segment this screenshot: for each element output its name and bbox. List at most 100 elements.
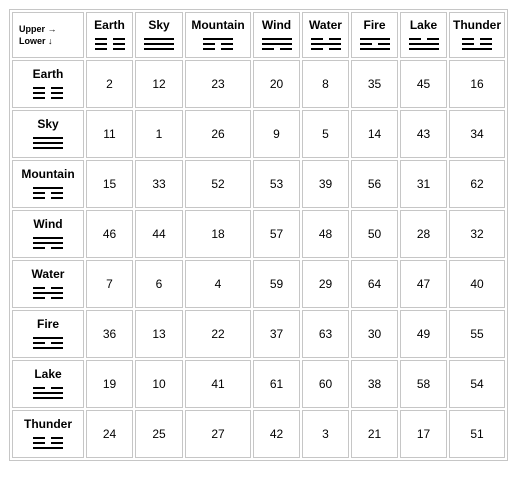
row-header-thunder: Thunder — [12, 410, 84, 458]
broken-line — [33, 386, 45, 389]
hexagram-number-cell: 58 — [400, 360, 447, 408]
row-header-earth: Earth — [12, 60, 84, 108]
hexagram-number-cell: 7 — [86, 260, 133, 308]
hexagram-number-cell: 17 — [400, 410, 447, 458]
solid-line — [33, 346, 63, 349]
row-header-wind-label: Wind — [33, 217, 63, 232]
broken-line — [310, 37, 323, 40]
table-row: Sky 11 1 26 9 5 14 43 34 — [12, 110, 505, 158]
solid-line — [33, 391, 63, 394]
broken-line — [33, 286, 45, 289]
table-row: Water 7 6 4 59 29 64 47 40 — [12, 260, 505, 308]
hexagram-table: Upper → Lower ↓ Earth Sky Mountain Wind Wate… — [9, 9, 508, 461]
row-header-lake: Lake — [12, 360, 84, 408]
trigram-icon — [33, 86, 63, 99]
trigram-icon — [33, 386, 63, 399]
row-header-fire-label: Fire — [36, 317, 59, 332]
solid-line — [359, 37, 390, 40]
hexagram-number-cell: 44 — [135, 210, 183, 258]
column-header-lake-label: Lake — [409, 18, 438, 33]
broken-line — [51, 386, 63, 389]
trigram-icon — [203, 37, 233, 50]
trigram-icon — [408, 37, 439, 50]
broken-line — [51, 191, 63, 194]
hexagram-number-cell: 12 — [135, 60, 183, 108]
solid-line — [203, 37, 233, 40]
row-header-lake-label: Lake — [34, 367, 62, 382]
hexagram-number-cell: 26 — [185, 110, 251, 158]
solid-line — [261, 42, 292, 45]
corner-upper-label: Upper → — [19, 24, 57, 34]
trigram-icon — [33, 236, 63, 249]
hexagram-number-cell: 48 — [302, 210, 349, 258]
column-header-wind: Wind — [253, 12, 300, 58]
trigram-icon — [33, 286, 63, 299]
broken-line — [51, 341, 63, 344]
hexagram-number-cell: 52 — [185, 160, 251, 208]
hexagram-number-cell: 11 — [86, 110, 133, 158]
hexagram-number-cell: 32 — [449, 210, 505, 258]
broken-line — [51, 91, 63, 94]
broken-line — [51, 436, 63, 439]
solid-line — [33, 291, 63, 294]
hexagram-number-cell: 24 — [86, 410, 133, 458]
broken-line — [310, 47, 323, 50]
broken-line — [462, 42, 474, 45]
broken-line — [33, 86, 45, 89]
broken-line — [359, 42, 372, 45]
broken-line — [33, 441, 45, 444]
solid-line — [144, 37, 174, 40]
trigram-icon — [33, 186, 63, 199]
solid-line — [33, 146, 63, 149]
hexagram-number-cell: 60 — [302, 360, 349, 408]
broken-line — [279, 47, 292, 50]
column-header-mountain: Mountain — [185, 12, 251, 58]
hexagram-number-cell: 42 — [253, 410, 300, 458]
trigram-icon — [33, 436, 63, 449]
hexagram-number-cell: 21 — [351, 410, 398, 458]
hexagram-number-cell: 45 — [400, 60, 447, 108]
solid-line — [462, 47, 492, 50]
broken-line — [94, 42, 107, 45]
broken-line — [33, 91, 45, 94]
hexagram-number-cell: 55 — [449, 310, 505, 358]
broken-line — [51, 296, 63, 299]
column-header-thunder: Thunder — [449, 12, 505, 58]
column-header-sky-label: Sky — [148, 18, 170, 33]
hexagram-number-cell: 6 — [135, 260, 183, 308]
hexagram-number-cell: 41 — [185, 360, 251, 408]
header-row: Upper → Lower ↓ Earth Sky Mountain Wind Wate… — [12, 12, 505, 58]
broken-line — [51, 196, 63, 199]
trigram-icon — [462, 37, 492, 50]
hexagram-number-cell: 43 — [400, 110, 447, 158]
solid-line — [33, 141, 63, 144]
broken-line — [480, 42, 492, 45]
broken-line — [462, 37, 474, 40]
hexagram-number-cell: 13 — [135, 310, 183, 358]
broken-line — [51, 96, 63, 99]
table-row: Wind 46 44 18 57 48 50 28 32 — [12, 210, 505, 258]
broken-line — [51, 246, 63, 249]
column-header-fire-label: Fire — [363, 18, 386, 33]
trigram-icon — [310, 37, 341, 50]
trigram-icon — [33, 136, 63, 149]
broken-line — [408, 37, 421, 40]
hexagram-number-cell: 61 — [253, 360, 300, 408]
broken-line — [480, 37, 492, 40]
hexagram-number-cell: 51 — [449, 410, 505, 458]
hexagram-number-cell: 62 — [449, 160, 505, 208]
trigram-icon — [261, 37, 292, 50]
row-header-sky-label: Sky — [37, 117, 59, 132]
column-header-earth: Earth — [86, 12, 133, 58]
hexagram-number-cell: 53 — [253, 160, 300, 208]
hexagram-number-cell: 64 — [351, 260, 398, 308]
broken-line — [33, 296, 45, 299]
column-header-water: Water — [302, 12, 349, 58]
hexagram-number-cell: 4 — [185, 260, 251, 308]
column-header-earth-label: Earth — [94, 18, 125, 33]
solid-line — [33, 446, 63, 449]
solid-line — [33, 336, 63, 339]
hexagram-number-cell: 39 — [302, 160, 349, 208]
solid-line — [310, 42, 341, 45]
broken-line — [94, 37, 107, 40]
